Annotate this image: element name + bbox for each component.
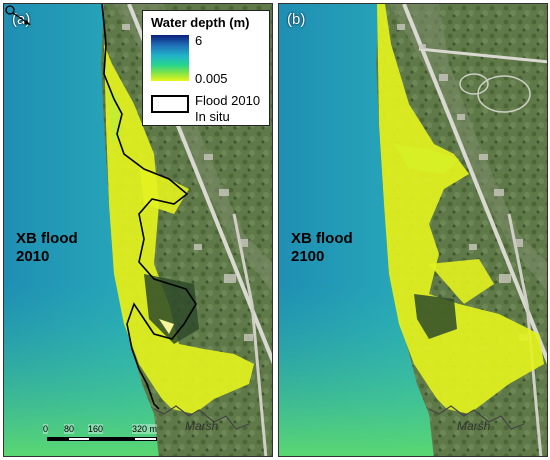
marsh-vegetation — [414, 294, 457, 339]
legend-min-value: 0.005 — [195, 71, 228, 86]
legend-max-value: 6 — [195, 33, 203, 48]
settlement-area — [114, 4, 272, 292]
marsh-boundary — [428, 405, 525, 430]
flood-label: XB flood 2100 — [291, 230, 353, 266]
marsh-boundary — [153, 405, 250, 430]
legend: Water depth (m) 6 0.005 Flood 2010 In si… — [142, 10, 270, 126]
flood-label-line1: XB flood — [291, 230, 353, 247]
airstrip-road — [418, 47, 547, 64]
map-panel-b: (b) XB flood 2100 Marsh — [278, 3, 548, 457]
flood-label-line1: XB flood — [16, 230, 78, 247]
main-road — [402, 4, 547, 365]
flood-patch — [394, 144, 459, 174]
map-b-canvas — [279, 4, 547, 456]
residential-loops — [459, 73, 531, 113]
legend-outline-swatch — [151, 95, 189, 113]
flood-label-line2: 2010 — [16, 248, 50, 265]
scale-bar: 0 80 160 320 m — [12, 412, 187, 452]
flood-patch — [429, 259, 494, 304]
marsh-vegetation — [144, 274, 199, 344]
north-arrow-icon — [5, 5, 31, 25]
scale-tick-0: 0 — [43, 424, 49, 434]
flood-label: XB flood 2010 — [16, 230, 78, 266]
scale-tick-80: 80 — [64, 424, 75, 434]
flood-2010-in-situ-outline — [101, 4, 197, 410]
map-panel-a: (a) XB flood 2010 Water depth (m) 6 0.00… — [3, 3, 273, 457]
marsh-label: Marsh — [185, 419, 219, 433]
marsh-label: Marsh — [457, 419, 491, 433]
settlement-area — [389, 4, 547, 292]
scale-bar-segments — [47, 437, 157, 441]
scale-tick-160: 160 — [88, 424, 104, 434]
legend-title: Water depth (m) — [151, 15, 250, 30]
panel-tag: (b) — [287, 11, 306, 28]
flood-extent-2010 — [104, 44, 254, 414]
flood-label-line2: 2100 — [291, 248, 325, 265]
legend-outline-label-1: Flood 2010 — [195, 93, 261, 108]
depth-color-ramp — [151, 35, 189, 81]
flood-pocket — [159, 319, 174, 334]
legend-outline-label-2: In situ — [195, 109, 230, 124]
scale-tick-320: 320 m — [132, 424, 158, 434]
